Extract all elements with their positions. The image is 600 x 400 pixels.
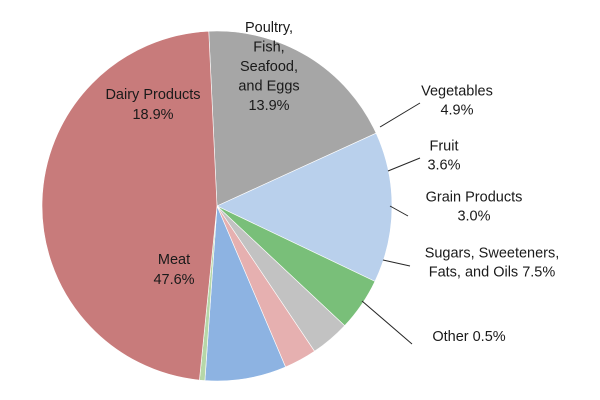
pie-slice-meat — [41, 30, 218, 381]
data-label-dairy-products: Dairy Products 18.9% — [105, 87, 200, 123]
data-label-meat: Meat 47.6% — [153, 252, 194, 288]
data-label-other: Other 0.5% — [432, 329, 505, 345]
data-label-vegetables: Vegetables 4.9% — [421, 84, 493, 119]
data-label-sugars-sweeteners-fats-and-oils: Sugars, Sweeteners, Fats, and Oils 7.5% — [425, 246, 560, 281]
pie-slice-dairy-products — [208, 30, 377, 207]
leader-line-sugars-sweeteners-fats-and-oils — [382, 259, 411, 267]
leader-line-fruit — [387, 157, 421, 172]
data-label-fruit: Fruit 3.6% — [427, 139, 460, 174]
leader-line-other — [361, 300, 413, 345]
leader-line-vegetables — [379, 102, 421, 128]
leader-line-grain-products — [389, 205, 409, 217]
data-label-grain-products: Grain Products 3.0% — [426, 190, 523, 225]
data-label-poultry-fish-seafood-and-eggs: Poultry, Fish, Seafood, and Eggs 13.9% — [238, 20, 299, 114]
